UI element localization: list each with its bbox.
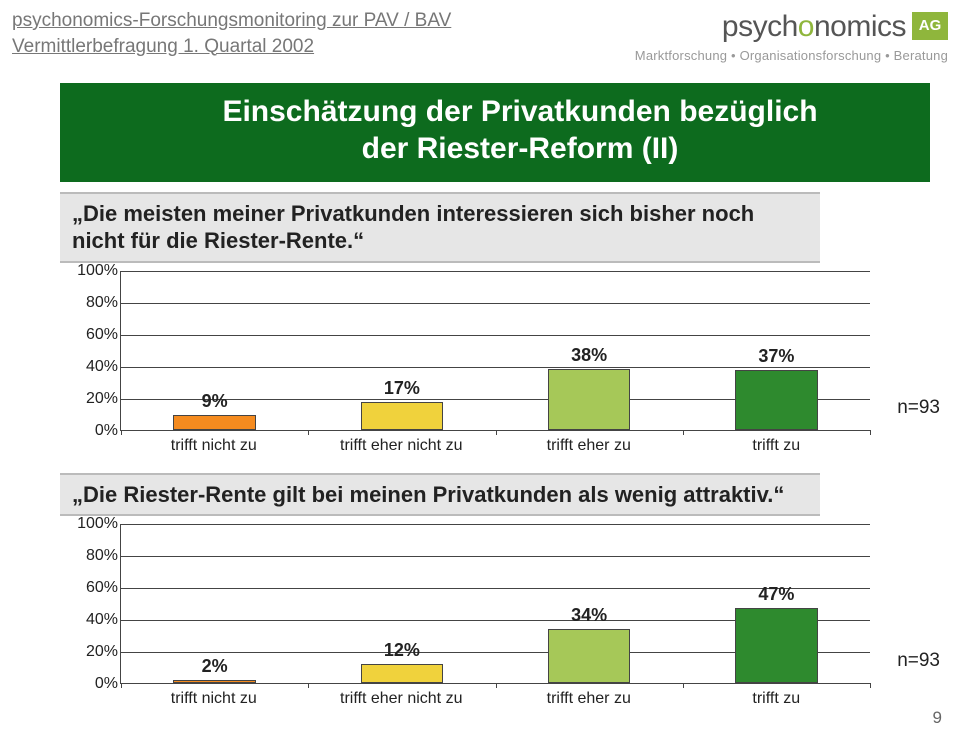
chart1-subtitle: „Die meisten meiner Privatkunden interes…	[60, 192, 820, 263]
y-tick-label: 40%	[60, 611, 118, 629]
bar-slot: 12%	[308, 524, 495, 683]
bar-slot: 37%	[683, 271, 870, 430]
x-labels: trifft nicht zutrifft eher nicht zutriff…	[120, 433, 870, 459]
bar-value-label: 47%	[758, 584, 794, 605]
bar-value-label: 2%	[202, 656, 228, 677]
y-tick-label: 40%	[60, 358, 118, 376]
bar: 34%	[548, 629, 630, 683]
bar: 37%	[735, 370, 817, 429]
y-tick-label: 20%	[60, 643, 118, 661]
slide-title: Einschätzung der Privatkunden bezüglich …	[60, 83, 930, 182]
bar-value-label: 12%	[384, 640, 420, 661]
bar-value-label: 34%	[571, 605, 607, 626]
bar-value-label: 38%	[571, 345, 607, 366]
bar: 12%	[361, 664, 443, 683]
x-label: trifft eher nicht zu	[308, 686, 496, 712]
bar-slot: 17%	[308, 271, 495, 430]
y-tick-label: 100%	[60, 515, 118, 533]
plot-area: 9% 17% 38% 37%	[120, 271, 870, 431]
header-line2: Vermittlerbefragung 1. Quartal 2002	[12, 34, 635, 60]
bar-slot: 47%	[683, 524, 870, 683]
header-text: psychonomics-Forschungsmonitoring zur PA…	[12, 8, 635, 59]
bar-value-label: 17%	[384, 378, 420, 399]
bar: 9%	[173, 415, 255, 429]
plot-area: 2% 12% 34% 47%	[120, 524, 870, 684]
title-line2: der Riester-Reform (II)	[130, 130, 910, 168]
bars-row: 2% 12% 34% 47%	[121, 524, 870, 683]
x-label: trifft zu	[683, 433, 871, 459]
x-label: trifft nicht zu	[120, 686, 308, 712]
chart2: 2%12%34%47%0%20%40%60%80%100%trifft nich…	[60, 524, 870, 712]
logo-accent-o: o	[798, 10, 814, 43]
y-tick-label: 80%	[60, 294, 118, 312]
x-tick	[870, 683, 871, 688]
title-line1: Einschätzung der Privatkunden bezüglich	[130, 93, 910, 131]
y-tick-label: 20%	[60, 390, 118, 408]
bar-value-label: 9%	[202, 391, 228, 412]
header: psychonomics-Forschungsmonitoring zur PA…	[0, 0, 960, 63]
sample-size-label: n=93	[897, 397, 940, 419]
chart1: 9%17%38%37%0%20%40%60%80%100%trifft nich…	[60, 271, 870, 459]
y-tick-label: 0%	[60, 422, 118, 440]
chart1-plot: 9%17%38%37%0%20%40%60%80%100%trifft nich…	[60, 271, 870, 459]
bar-slot: 9%	[121, 271, 308, 430]
bar-slot: 34%	[496, 524, 683, 683]
page-number: 9	[933, 708, 942, 728]
bar: 17%	[361, 402, 443, 429]
bar-slot: 38%	[496, 271, 683, 430]
bars-row: 9% 17% 38% 37%	[121, 271, 870, 430]
y-tick-label: 100%	[60, 262, 118, 280]
bar: 47%	[735, 608, 817, 683]
logo: psychonomics AG Marktforschung • Organis…	[635, 8, 948, 63]
y-tick-label: 60%	[60, 579, 118, 597]
bar-slot: 2%	[121, 524, 308, 683]
bar: 2%	[173, 680, 255, 683]
y-tick-label: 60%	[60, 326, 118, 344]
x-tick	[870, 430, 871, 435]
chart2-subtitle: „Die Riester-Rente gilt bei meinen Priva…	[60, 473, 820, 517]
sample-size-label: n=93	[897, 650, 940, 672]
y-tick-label: 80%	[60, 547, 118, 565]
bar: 38%	[548, 369, 630, 430]
chart2-plot: 2%12%34%47%0%20%40%60%80%100%trifft nich…	[60, 524, 870, 712]
header-line1: psychonomics-Forschungsmonitoring zur PA…	[12, 8, 635, 34]
x-label: trifft eher zu	[495, 433, 683, 459]
x-label: trifft zu	[683, 686, 871, 712]
bar-value-label: 37%	[758, 346, 794, 367]
logo-main: psychonomics AG	[722, 10, 948, 46]
x-labels: trifft nicht zutrifft eher nicht zutriff…	[120, 686, 870, 712]
x-label: trifft eher zu	[495, 686, 683, 712]
logo-word: psychonomics	[722, 10, 906, 44]
logo-badge: AG	[912, 12, 948, 40]
logo-subtitle: Marktforschung • Organisationsforschung …	[635, 48, 948, 63]
y-tick-label: 0%	[60, 675, 118, 693]
x-label: trifft eher nicht zu	[308, 433, 496, 459]
x-label: trifft nicht zu	[120, 433, 308, 459]
